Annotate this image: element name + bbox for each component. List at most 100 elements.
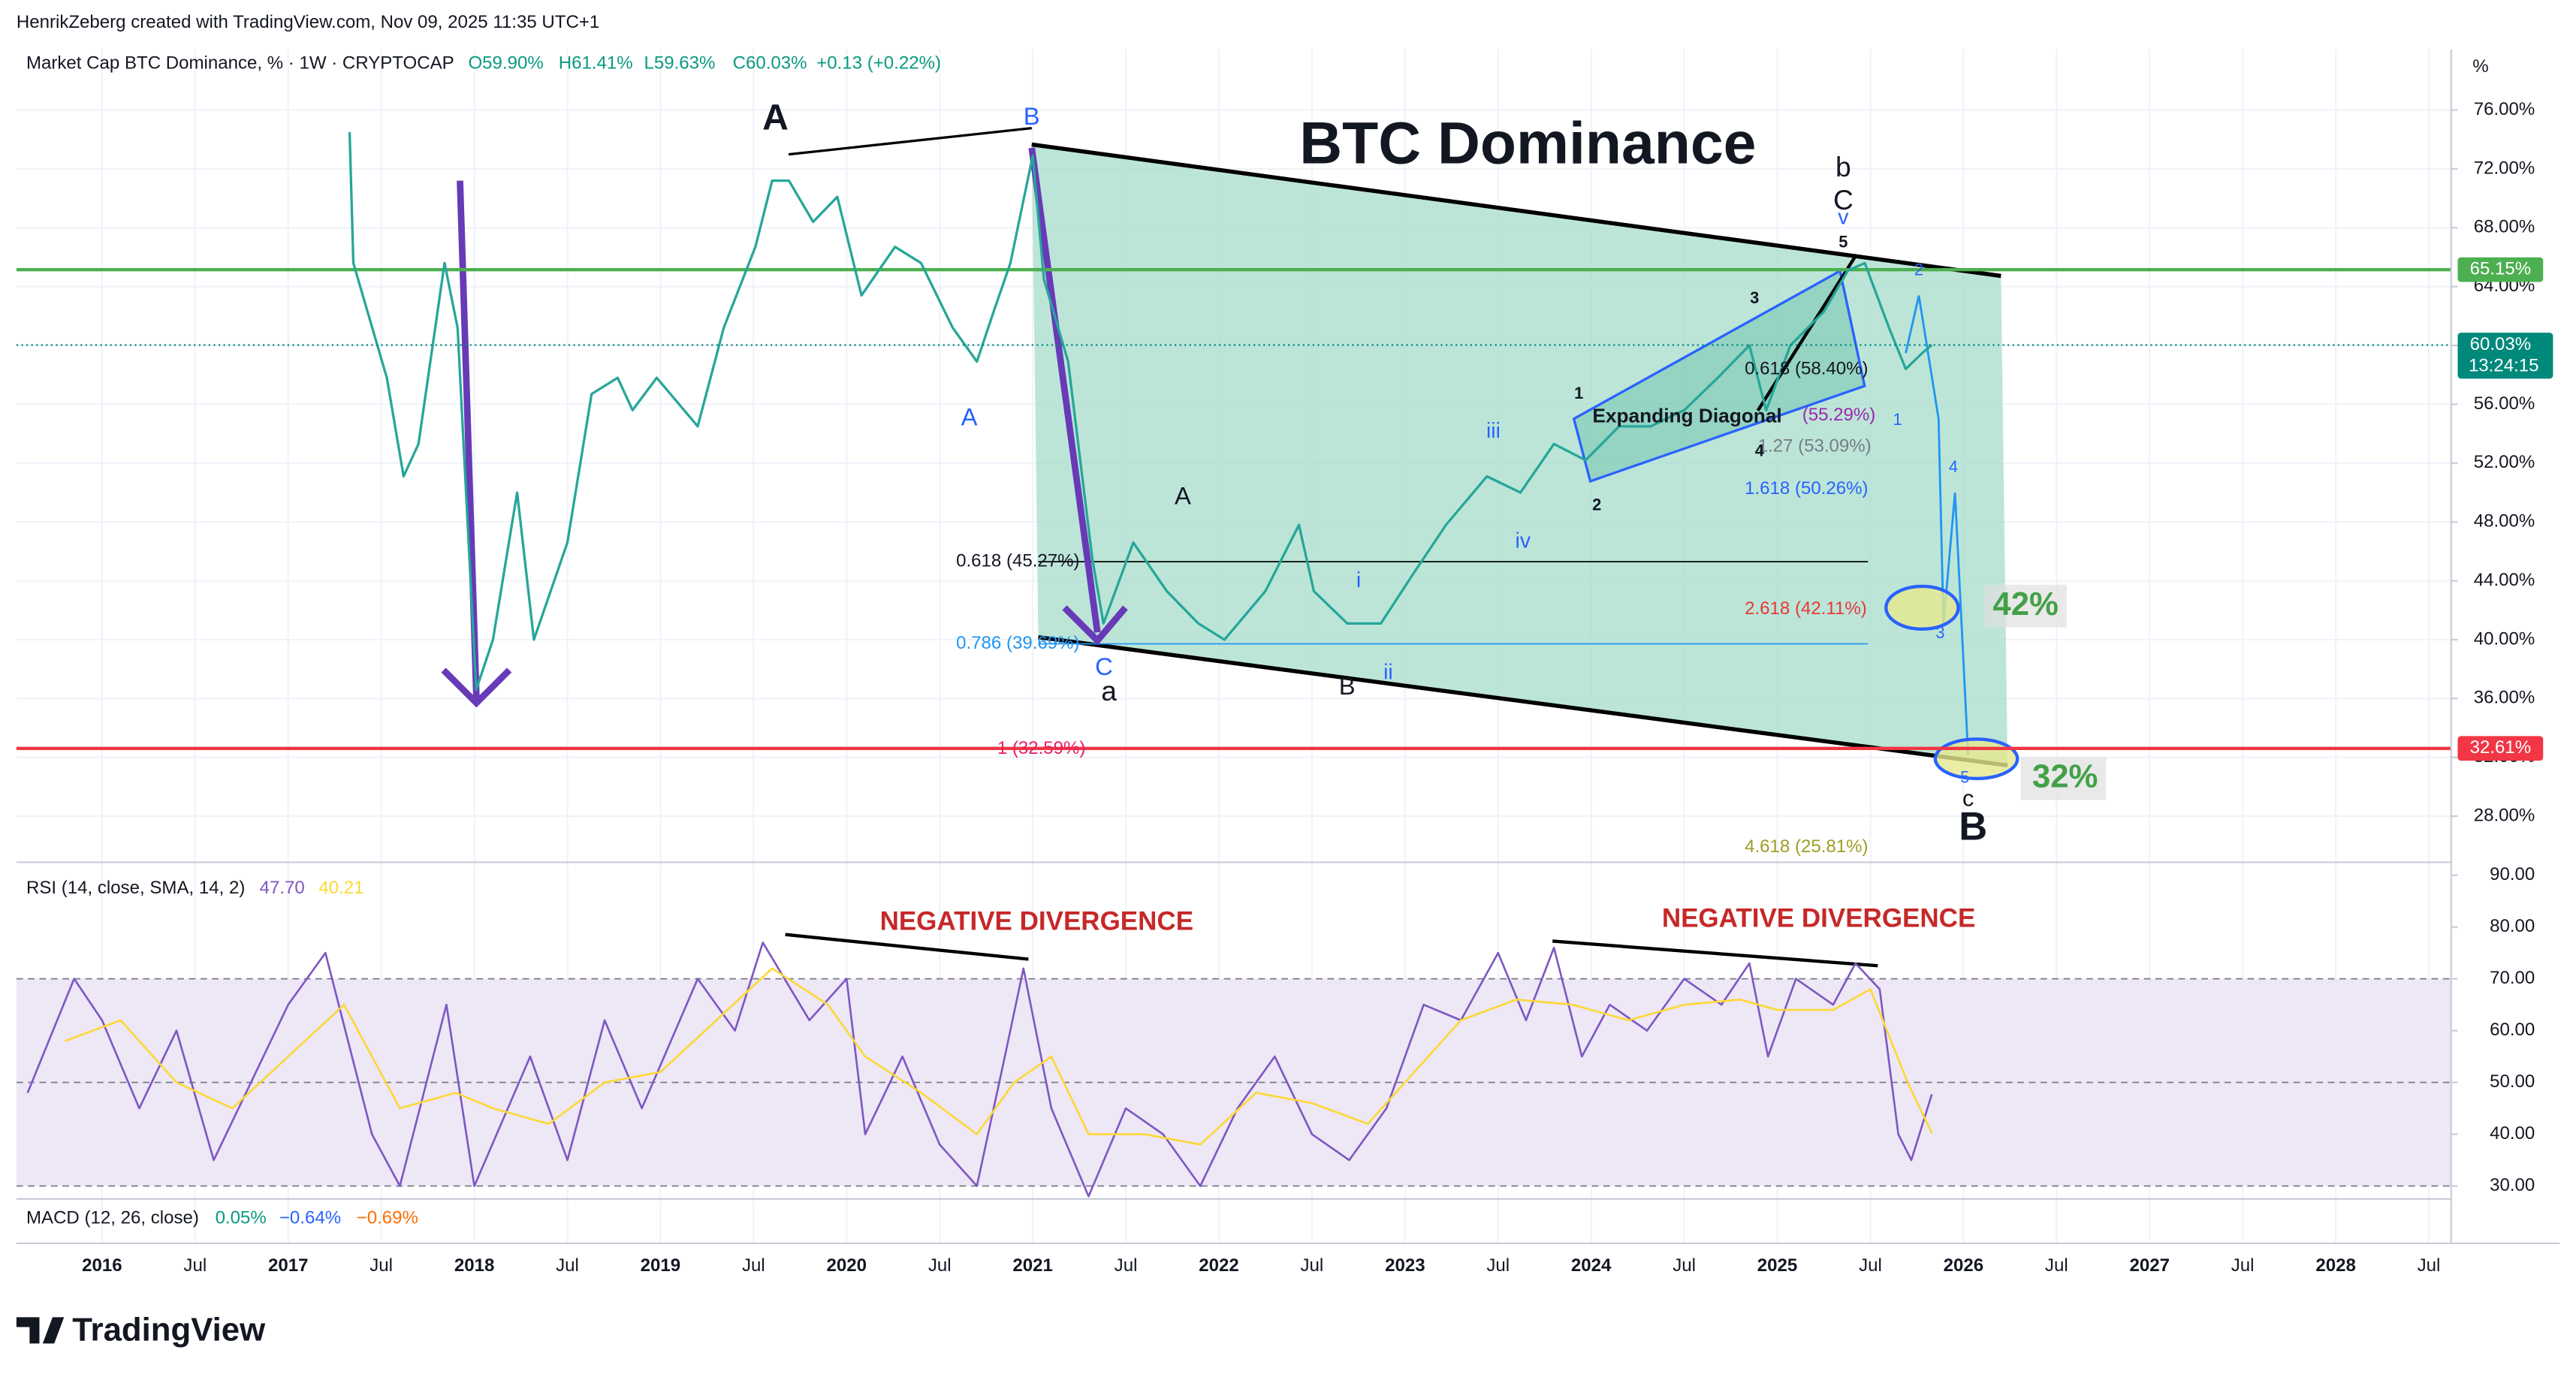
wave-label: 2 [1914, 261, 1923, 279]
legend-value: −0.64% [279, 1207, 341, 1228]
wave-label: 3 [1750, 288, 1759, 307]
y-tick-label: 44.00% [2474, 570, 2535, 590]
legend-value: 40.21 [318, 878, 363, 898]
fib-label: 0.618 (58.40%) [1745, 359, 1868, 379]
annotation: 5 [1960, 768, 1969, 787]
x-tick-label: Jul [1673, 1255, 1696, 1276]
legend-value: C60.03% [733, 53, 807, 74]
y-tick-label: 30.00 [2490, 1175, 2535, 1195]
x-tick-label: 2023 [1385, 1255, 1425, 1276]
x-tick-label: Jul [928, 1255, 952, 1276]
divergence-line [1552, 939, 1878, 968]
annotation: b [1835, 151, 1851, 182]
wave-label: i [1356, 568, 1361, 592]
annotation: A [961, 402, 978, 430]
x-tick-label: Jul [1859, 1255, 1882, 1276]
annotation: c [1962, 785, 1974, 811]
y-tick-label: 72.00% [2474, 158, 2535, 178]
wave-label: ii [1383, 660, 1393, 684]
wave-label: 4 [1755, 441, 1765, 460]
annotation: BTC Dominance [1299, 110, 1756, 176]
fib-label: 4.618 (25.81%) [1745, 836, 1868, 857]
x-tick-label: 2020 [827, 1255, 867, 1276]
legend-value: +0.13 (+0.22%) [816, 53, 941, 74]
x-tick-label: Jul [1486, 1255, 1510, 1276]
annotation: C [1095, 652, 1113, 680]
arrow [441, 180, 512, 708]
wave-label: iv [1516, 529, 1531, 553]
logo-text: TradingView [72, 1312, 266, 1348]
x-tick-label: Jul [2231, 1255, 2255, 1276]
annotation: B [1959, 805, 1987, 849]
legend-value: L59.63% [644, 53, 716, 74]
legend-value: 47.70 [260, 878, 305, 898]
y-tick-label: 52.00% [2474, 452, 2535, 472]
x-tick-label: Jul [742, 1255, 765, 1276]
x-tick-label: Jul [1301, 1255, 1324, 1276]
channel-fill [1031, 144, 2008, 766]
wave-label: iii [1486, 419, 1501, 443]
x-tick-label: Jul [2418, 1255, 2441, 1276]
data-line [64, 967, 1933, 1146]
price-box [2457, 333, 2553, 379]
fib-label: 0.786 (39.69%) [956, 633, 1079, 653]
target-label: 42% [1992, 586, 2059, 622]
projection-path [1905, 295, 1970, 756]
wave-label: 1 [1574, 384, 1583, 402]
y-tick-label: 28.00% [2474, 805, 2535, 825]
macd-title: MACD (12, 26, close) [26, 1207, 199, 1228]
wave-label: 2 [1592, 496, 1601, 514]
arrow [1028, 147, 1128, 646]
wave-label: 1 [1893, 410, 1902, 429]
y-tick-label: 68.00% [2474, 217, 2535, 237]
legend-value: 0.05% [216, 1207, 267, 1228]
x-tick-label: 2016 [82, 1255, 122, 1276]
annotation: a [1101, 675, 1117, 707]
y-tick-label: 40.00 [2490, 1123, 2535, 1143]
x-tick-label: Jul [183, 1255, 207, 1276]
wave-label: 4 [1949, 457, 1958, 476]
annotation: A [1175, 481, 1191, 509]
x-tick-label: Jul [370, 1255, 393, 1276]
legend-value: −0.69% [357, 1207, 418, 1228]
trend-line [788, 126, 1032, 156]
target-label: 32% [2032, 758, 2098, 794]
wave-label: 3 [1935, 623, 1944, 642]
target-ellipse [1884, 584, 1960, 631]
x-tick-label: 2022 [1199, 1255, 1239, 1276]
annotation: A [762, 97, 789, 137]
x-tick-label: Jul [1115, 1255, 1138, 1276]
axis-unit: % [2472, 56, 2488, 77]
channel-top [1031, 142, 2001, 279]
data-line [348, 131, 1933, 692]
y-tick-label: 36.00% [2474, 688, 2535, 708]
price-box-label: 60.03% [2470, 334, 2532, 354]
fib-label: (55.29%) [1802, 405, 1876, 425]
label-box [1984, 584, 2067, 628]
annotation: C [1833, 184, 1854, 215]
fib-label: 1.618 (50.26%) [1745, 478, 1868, 499]
fib-label: 2.618 (42.11%) [1745, 598, 1867, 619]
x-tick-label: 2018 [454, 1255, 495, 1276]
rsi-panel [16, 933, 2451, 1198]
fib-label: 0.618 (45.27%) [956, 550, 1079, 571]
y-tick-label: 40.00% [2474, 628, 2535, 649]
price-box-label: 65.15% [2470, 259, 2532, 279]
x-tick-label: 2025 [1757, 1255, 1798, 1276]
x-tick-label: 2028 [2315, 1255, 2356, 1276]
channel-bottom [1038, 635, 2008, 768]
annotation: B [1024, 102, 1040, 130]
divergence-line [785, 933, 1029, 961]
y-tick-label: 76.00% [2474, 99, 2535, 119]
fib-label: 1.27 (53.09%) [1758, 435, 1872, 456]
y-tick-label: 60.00 [2490, 1020, 2535, 1040]
x-tick-label: Jul [556, 1255, 579, 1276]
x-tick-label: 2019 [641, 1255, 681, 1276]
legend-value: O59.90% [468, 53, 543, 74]
x-tick-label: Jul [2045, 1255, 2068, 1276]
annotation: v [1838, 205, 1849, 229]
annotation: B [1339, 672, 1356, 700]
countdown: 13:24:15 [2469, 355, 2539, 375]
x-tick-label: 2024 [1571, 1255, 1612, 1276]
fib-label: 1 (32.59%) [997, 738, 1086, 758]
